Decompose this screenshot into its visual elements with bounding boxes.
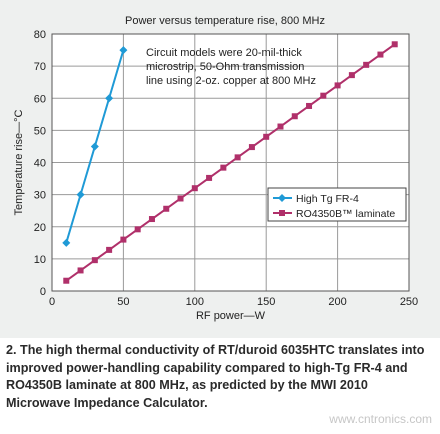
chart-figure: 0 10 20 30 40 50 60 70 80 0 50 100 150 200 250 Power ve… [0,0,440,338]
data-point [77,267,84,274]
x-tick-label: 100 [186,296,204,308]
data-point [377,51,384,58]
data-point [76,190,85,199]
chart-title: Power versus temperature rise, 800 MHz [125,15,325,27]
annotation-text: line using 2-oz. copper at 800 MHz [146,75,316,87]
y-tick-label: 80 [34,29,46,41]
data-point [348,72,355,79]
data-point [277,123,284,130]
y-tick-label: 50 [34,125,46,137]
annotation-text: Circuit models were 20-mil-thick [146,47,302,59]
legend-box [267,187,407,222]
data-point [119,46,128,55]
data-point [105,94,114,103]
x-tick-label: 50 [117,296,129,308]
data-point [62,238,71,247]
data-point [291,113,298,120]
data-point [248,144,255,151]
y-tick-label: 30 [34,190,46,202]
data-point [191,185,198,192]
data-point [134,226,141,233]
x-tick-label: 250 [400,296,418,308]
data-point [320,92,327,99]
chart-svg: 0 10 20 30 40 50 60 70 80 0 50 100 150 200 250 Power ve… [13,15,418,322]
legend-swatch-marker [278,194,286,202]
data-point [177,195,184,202]
y-tick-label: 40 [34,158,46,170]
data-point [148,216,155,223]
legend-swatch-marker [279,210,285,216]
y-tick-label: 60 [34,93,46,105]
legend-label: High Tg FR-4 [296,193,359,205]
x-tick-label: 200 [328,296,346,308]
data-point [120,236,127,243]
y-axis-label: Temperature rise—°C [13,110,25,216]
data-point [234,154,241,161]
data-point [63,277,70,284]
y-tick-label: 0 [40,286,46,298]
data-point [220,164,227,171]
data-point [391,41,398,48]
x-axis-label: RF power—W [196,310,266,322]
watermark: www.cntronics.com [329,412,432,426]
data-point [263,133,270,140]
data-point [90,142,99,151]
y-tick-label: 10 [34,254,46,266]
data-point [206,174,213,181]
data-point [306,102,313,109]
x-tick-label: 150 [257,296,275,308]
y-tick-label: 20 [34,222,46,234]
plot-frame [51,33,410,292]
data-point [91,257,98,264]
data-point [363,61,370,68]
x-tick-label: 0 [49,296,55,308]
y-tick-label: 70 [34,61,46,73]
annotation-text: microstrip, 50-Ohm transmission [146,61,304,73]
data-point [106,246,113,253]
data-point [163,205,170,212]
legend-label: RO4350B™ laminate [296,208,395,220]
data-point [334,82,341,89]
figure-caption: 2. The high thermal conductivity of RT/d… [6,343,425,410]
